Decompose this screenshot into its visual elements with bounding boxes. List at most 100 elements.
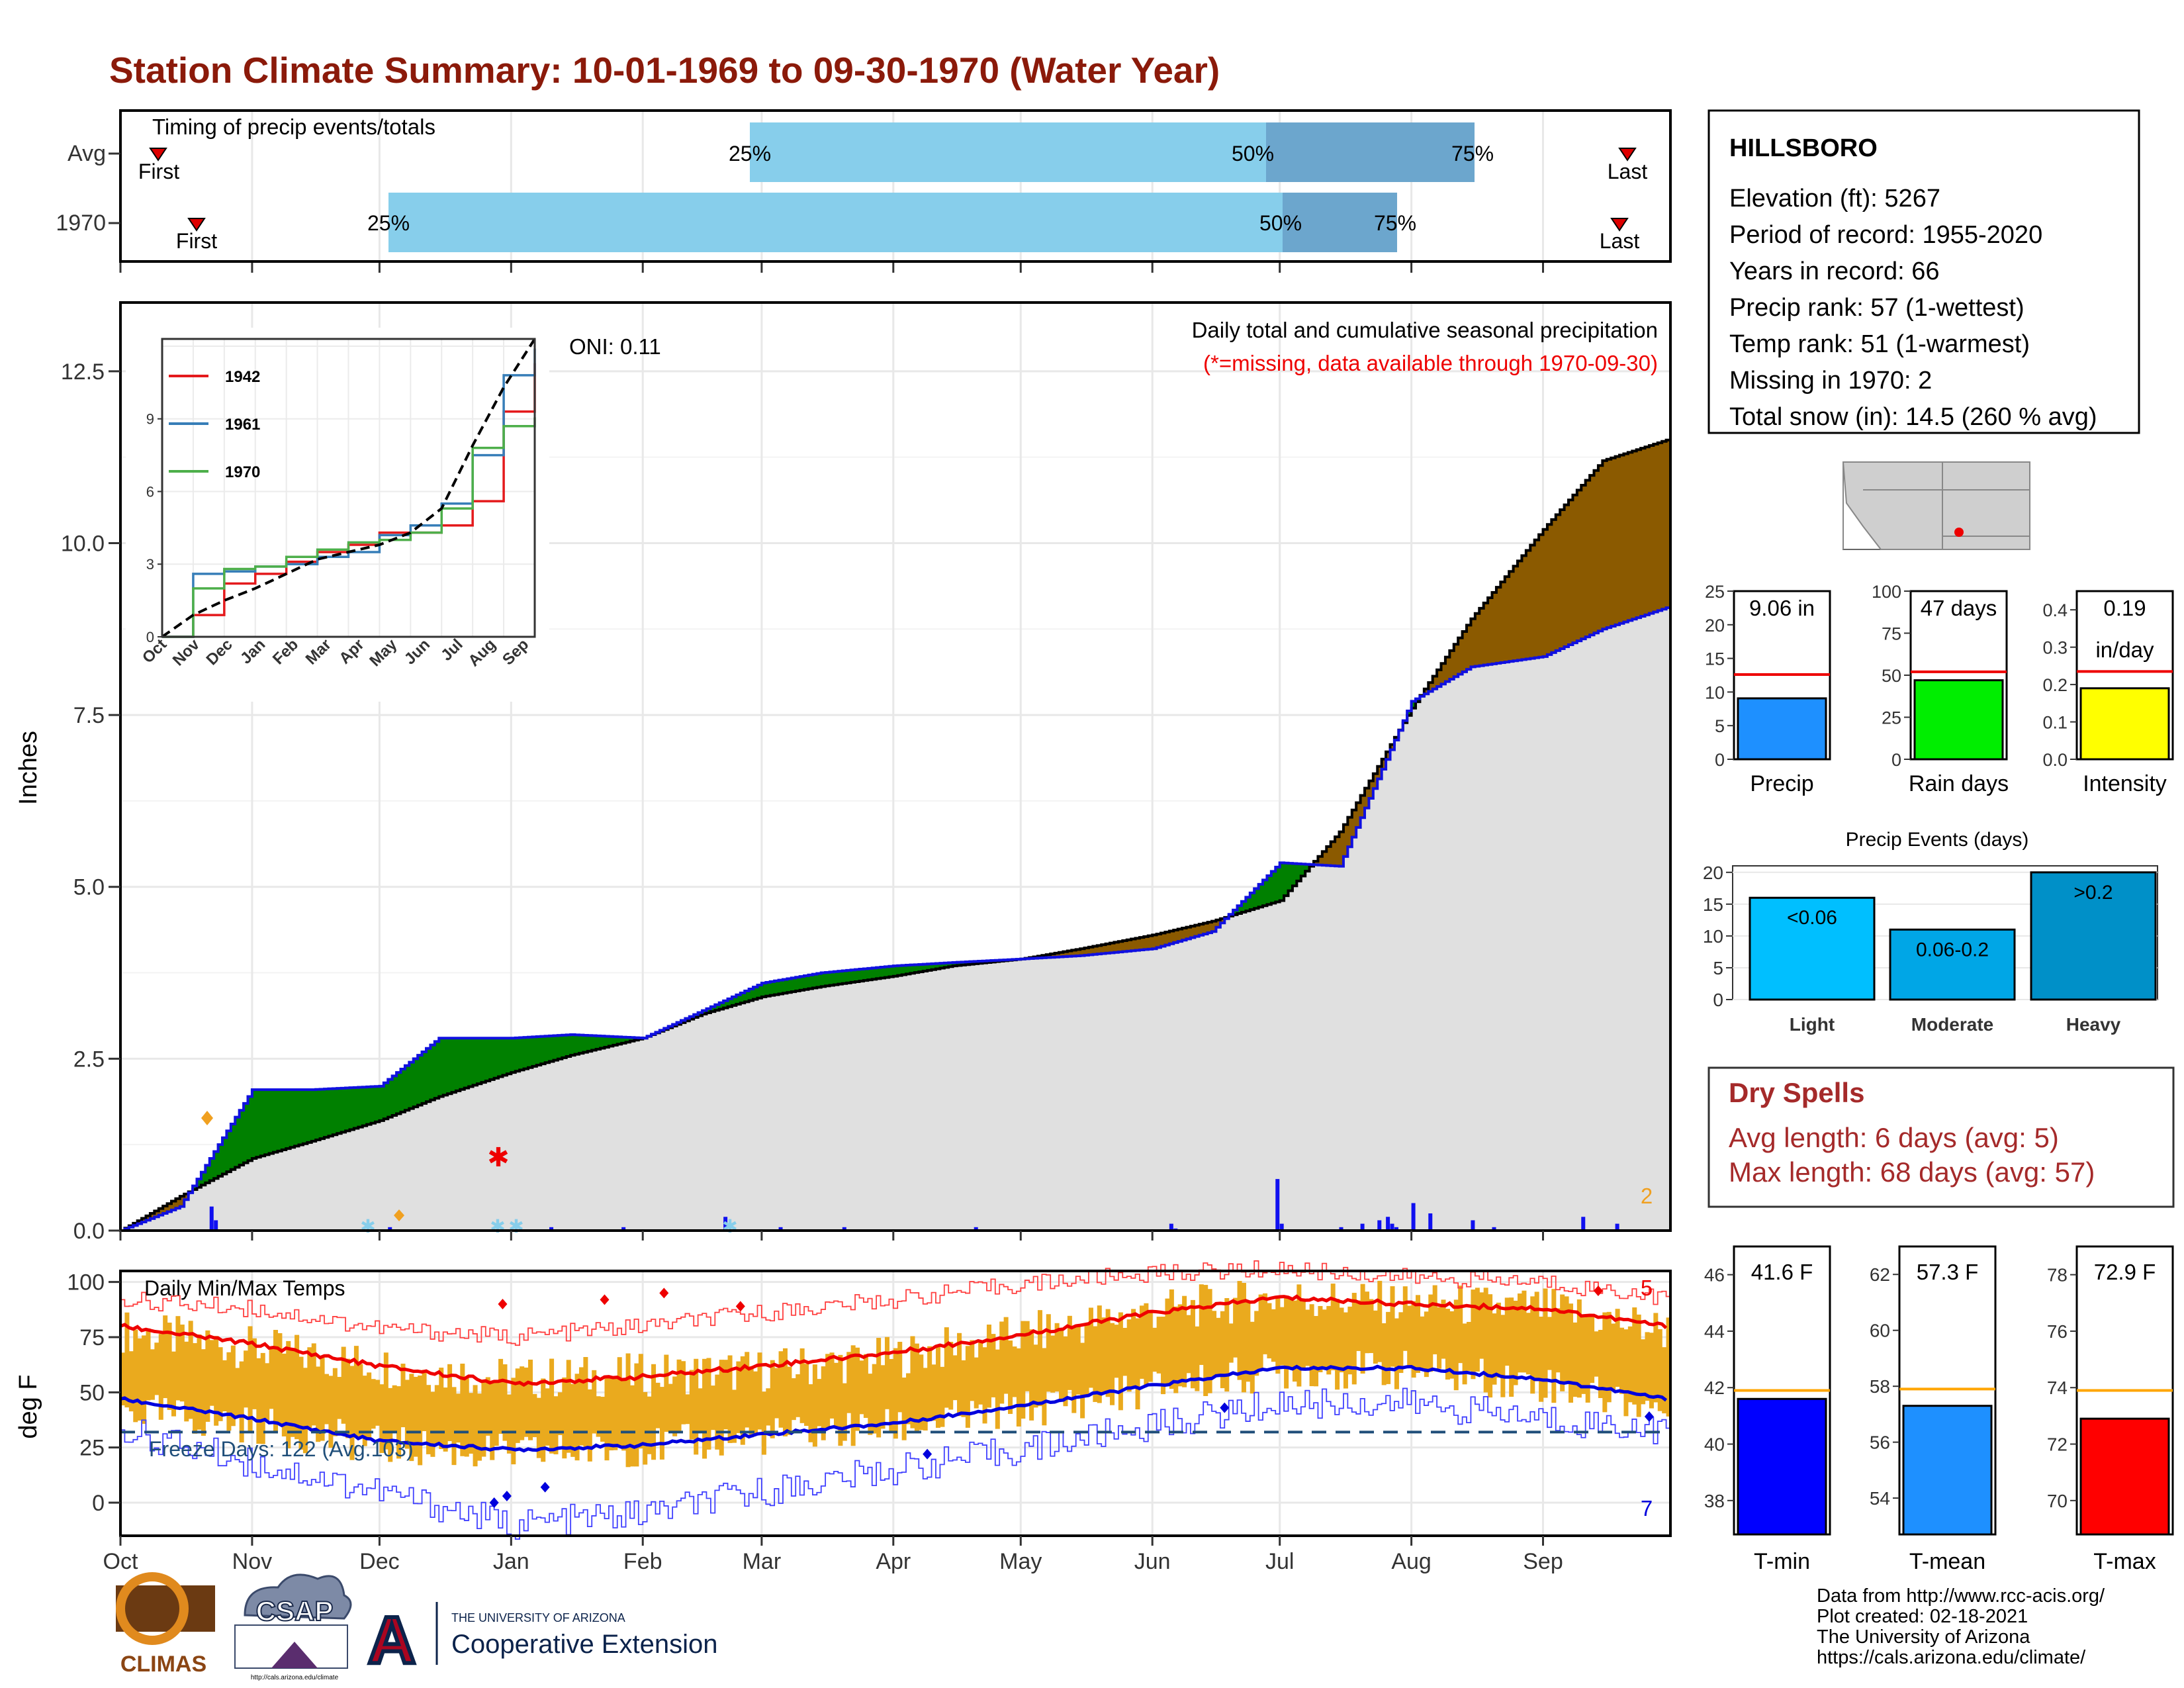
daily-temp-bar	[473, 1385, 478, 1467]
daily-temp-bar	[578, 1367, 584, 1446]
daily-temp-bar	[1118, 1312, 1123, 1411]
daily-temp-bar	[1037, 1310, 1042, 1407]
daily-temp-bar	[451, 1387, 457, 1466]
temp-ytick-label: 38	[1704, 1491, 1725, 1511]
daily-temp-bar	[991, 1334, 996, 1397]
daily-temp-bar	[592, 1370, 597, 1434]
station-info-line: Elevation (ft): 5267	[1729, 185, 1940, 212]
daily-temp-bar	[791, 1378, 796, 1421]
daily-temp-bar	[498, 1358, 504, 1434]
temp-ytick-label: 100	[67, 1270, 105, 1295]
month-label: Feb	[623, 1549, 662, 1574]
daily-temp-bar	[1173, 1306, 1179, 1393]
daily-temp-bar	[1632, 1307, 1637, 1405]
temp-ytick-label: 25	[79, 1436, 105, 1461]
daily-temp-bar	[1351, 1293, 1357, 1385]
daily-temp-bar	[617, 1357, 622, 1448]
daily-temp-bar	[332, 1368, 338, 1436]
mini-chart-rain-days: 0 25 50 75 100 47 days Rain days	[1872, 582, 2009, 796]
station-info-line: Missing in 1970: 2	[1729, 367, 1932, 395]
temp-ytick-label: 60	[1870, 1321, 1890, 1341]
daily-temp-bar	[494, 1380, 499, 1446]
daily-temp-bar	[1309, 1304, 1314, 1387]
daily-temp-bar	[1267, 1303, 1272, 1359]
ua-big-text: Cooperative Extension	[451, 1630, 717, 1659]
daily-temp-bar	[842, 1383, 847, 1441]
timing-panel: Timing of precip events/totals Avg 1970 …	[56, 109, 1672, 273]
daily-temp-bar	[1649, 1333, 1654, 1409]
daily-temp-bar	[710, 1385, 715, 1430]
precip-panel-title: Daily total and cumulative seasonal prec…	[1192, 318, 1658, 342]
daily-temp-bar	[910, 1336, 915, 1429]
daily-temp-bar	[736, 1361, 741, 1433]
daily-temp-bar	[974, 1357, 979, 1409]
svg-text:✱: ✱	[722, 1216, 737, 1237]
daily-temp-bar	[553, 1396, 559, 1454]
daily-precip-bar	[1339, 1227, 1343, 1231]
daily-temp-bar	[205, 1330, 210, 1422]
daily-temp-bar	[1067, 1315, 1072, 1390]
daily-precip-bar	[842, 1227, 846, 1231]
svg-text:✱: ✱	[360, 1216, 375, 1237]
daily-temp-bar	[1585, 1315, 1590, 1403]
daily-temp-bar	[1305, 1309, 1310, 1366]
daily-precip-bar	[209, 1206, 214, 1231]
mini-ytick-label: 0.3	[2042, 638, 2068, 658]
timing-row-1970-label: 1970	[56, 211, 106, 236]
precip-panel-note: (*=missing, data available through 1970-…	[1203, 351, 1658, 375]
mini-ytick-label: 0.2	[2042, 675, 2068, 695]
1970-last-marker	[1610, 218, 1629, 232]
daily-precip-bar	[1377, 1220, 1382, 1231]
inset-legend-label: 1970	[225, 463, 260, 481]
daily-temp-bar	[1228, 1323, 1234, 1363]
daily-temp-bar	[999, 1321, 1005, 1404]
daily-temp-bar	[549, 1358, 555, 1454]
daily-temp-bar	[532, 1393, 537, 1438]
temp-bar-chart-t-mean: 54 56 58 60 62 57.3 F T-mean	[1870, 1245, 1997, 1574]
daily-temp-bar	[120, 1352, 126, 1406]
daily-temp-bar	[302, 1368, 308, 1454]
daily-temp-bar	[307, 1347, 312, 1428]
daily-temp-bar	[1105, 1309, 1111, 1397]
daily-precip-bar	[549, 1227, 554, 1231]
avg-p25-label: 25%	[729, 142, 771, 165]
mini-chart-intensity: 0.0 0.1 0.2 0.3 0.4 0.19 in/day Intensity	[2042, 590, 2174, 796]
month-label: Sep	[1523, 1549, 1563, 1574]
daily-temp-bar	[1075, 1325, 1081, 1395]
daily-temp-bar	[868, 1374, 873, 1435]
daily-temp-bar	[541, 1378, 546, 1462]
daily-precip-bar	[1428, 1213, 1433, 1231]
daily-temp-bar	[1602, 1312, 1608, 1413]
daily-temp-bar	[1216, 1317, 1221, 1374]
daily-temp-bar	[923, 1368, 928, 1431]
daily-temp-bar	[1347, 1306, 1353, 1375]
daily-temp-bar	[1441, 1299, 1446, 1359]
events-ytick-label: 0	[1713, 990, 1723, 1010]
record-max-line	[120, 1260, 1670, 1346]
ua-cooperative-extension-logo: A THE UNIVERSITY OF ARIZONA Cooperative …	[361, 1601, 717, 1679]
daily-temp-bar	[413, 1376, 418, 1457]
daily-temp-bar	[1560, 1294, 1565, 1391]
daily-temp-bar	[375, 1380, 381, 1426]
daily-temp-bar	[1467, 1321, 1472, 1371]
daily-temp-bar	[1619, 1327, 1625, 1394]
daily-temp-bar	[1645, 1332, 1650, 1401]
daily-temp-bar	[1199, 1284, 1204, 1365]
daily-temp-bar	[948, 1342, 954, 1410]
daily-temp-bar	[1475, 1288, 1480, 1372]
daily-temp-bar	[193, 1343, 198, 1434]
climas-logo: CLIMAS	[116, 1572, 215, 1677]
1970-cumulative-line	[120, 606, 1670, 1232]
daily-temp-bar	[1110, 1323, 1115, 1405]
snow-diamond	[201, 1111, 213, 1125]
daily-temp-bar	[426, 1385, 431, 1454]
daily-temp-bar	[604, 1376, 610, 1461]
precip-events-chart: Precip Events (days) 0 5 10 15 20 <0.06 Light 0…	[1703, 829, 2158, 1035]
station-info-box: HILLSBORO Elevation (ft): 5267 Period of …	[1707, 109, 2140, 434]
event-category-label: Moderate	[1911, 1014, 1993, 1035]
daily-temp-bar	[163, 1315, 168, 1399]
1970-p25-label: 25%	[367, 211, 410, 235]
daily-temp-bar	[625, 1353, 631, 1468]
daily-temp-bar	[1241, 1283, 1246, 1393]
